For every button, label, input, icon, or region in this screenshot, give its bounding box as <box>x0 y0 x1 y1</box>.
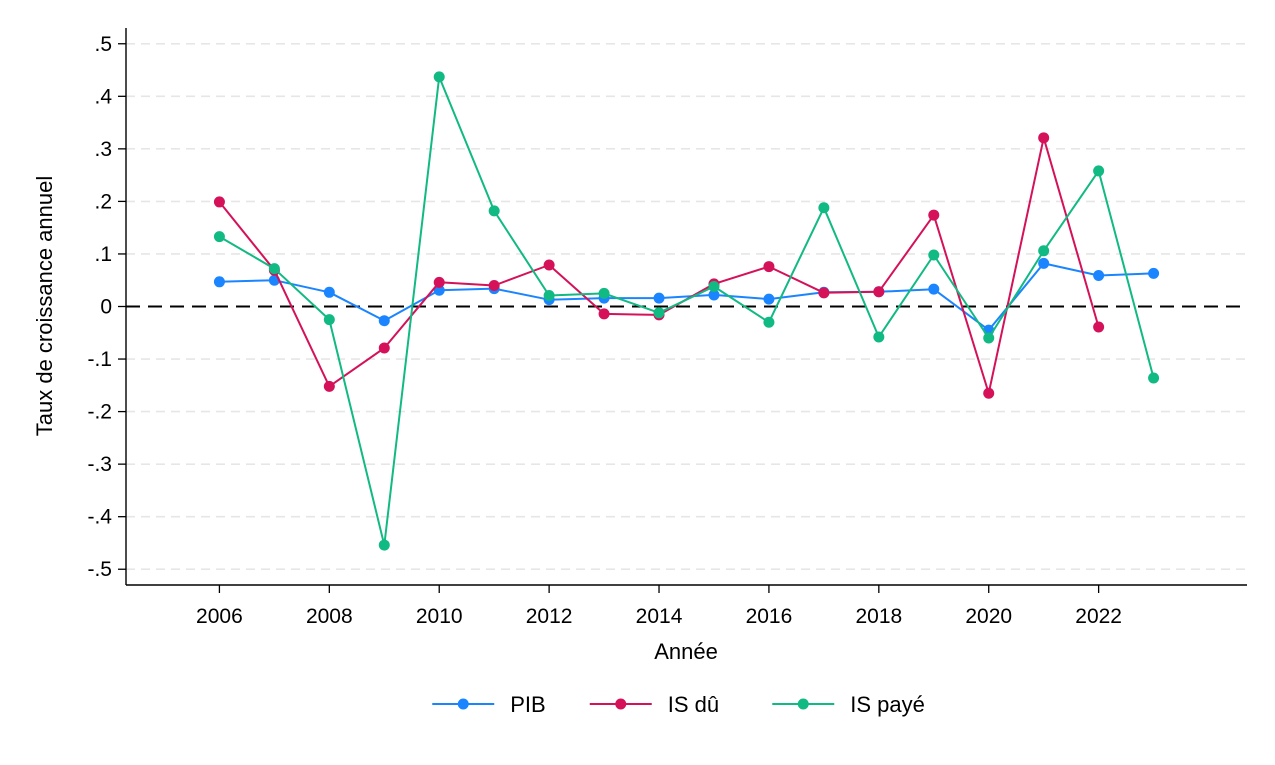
data-point-is-du <box>763 261 775 273</box>
data-point-is-paye <box>818 202 830 214</box>
data-point-is-du <box>873 286 885 298</box>
legend: PIB IS dû IS payé <box>432 692 925 717</box>
legend-label-pib: PIB <box>510 692 545 717</box>
series-line-pib <box>219 262 1154 332</box>
data-point-pib <box>653 292 665 304</box>
y-tick-label: .5 <box>94 33 112 56</box>
data-point-is-du <box>598 308 610 320</box>
data-point-pib <box>763 293 775 305</box>
y-tick-label: .1 <box>94 243 112 266</box>
data-point-is-paye <box>1038 245 1050 257</box>
data-point-is-paye <box>488 205 500 217</box>
y-axis-title: Taux de croissance annuel <box>32 176 57 437</box>
y-tick-label: -.1 <box>87 348 112 371</box>
data-point-is-paye <box>543 289 555 301</box>
data-point-pib <box>708 289 720 301</box>
x-tick-label: 2012 <box>526 605 573 628</box>
series-line-is-du <box>218 136 1100 395</box>
y-tick-label: .4 <box>94 85 112 108</box>
data-point-is-paye <box>1148 372 1160 384</box>
data-point-pib <box>323 286 335 298</box>
legend-marker-is-paye <box>797 698 809 710</box>
data-point-pib <box>928 283 940 295</box>
legend-marker-is-du <box>615 698 627 710</box>
data-point-is-du <box>818 287 830 299</box>
x-tick-label: 2006 <box>196 605 243 628</box>
data-point-is-du <box>213 196 225 208</box>
y-tick-label: -.3 <box>87 453 112 476</box>
x-tick-label: 2020 <box>965 605 1012 628</box>
y-tick-label: .2 <box>94 190 112 213</box>
data-point-is-du <box>1038 132 1050 144</box>
data-point-is-du <box>983 387 995 399</box>
data-point-is-du <box>928 209 940 221</box>
y-tick-label: -.2 <box>87 401 112 424</box>
data-point-is-du <box>433 276 445 288</box>
data-point-is-paye <box>873 331 885 343</box>
x-tick-label: 2018 <box>855 605 902 628</box>
y-tick-label: 0 <box>100 296 112 319</box>
y-tick-label: -.4 <box>87 506 112 529</box>
series-line-is-paye <box>218 75 1155 547</box>
data-point-pib <box>213 276 225 288</box>
data-point-pib <box>378 315 390 327</box>
data-point-is-paye <box>268 263 280 275</box>
data-point-is-paye <box>653 307 665 319</box>
data-point-pib <box>1093 269 1105 281</box>
data-point-is-du <box>323 380 335 392</box>
legend-marker-pib <box>457 698 469 710</box>
x-axis-title: Année <box>654 639 718 664</box>
legend-label-is-du: IS dû <box>668 692 719 717</box>
x-tick-label: 2010 <box>416 605 463 628</box>
series-lines <box>213 71 1160 551</box>
data-point-is-du <box>488 279 500 291</box>
data-point-pib <box>1038 257 1050 269</box>
data-point-is-paye <box>378 539 390 551</box>
x-tick-label: 2022 <box>1075 605 1122 628</box>
data-point-is-paye <box>598 287 610 299</box>
x-tick-label: 2016 <box>746 605 793 628</box>
gridlines <box>126 42 1247 571</box>
data-point-pib <box>433 284 445 296</box>
data-point-pib <box>1148 267 1160 279</box>
data-point-is-paye <box>323 314 335 326</box>
x-tick-label: 2014 <box>636 605 683 628</box>
data-point-is-paye <box>763 316 775 328</box>
data-point-is-paye <box>1093 165 1105 177</box>
data-point-is-paye <box>928 249 940 261</box>
y-tick-label: -.5 <box>87 558 112 581</box>
data-point-is-paye <box>708 281 720 293</box>
legend-label-is-paye: IS payé <box>850 692 925 717</box>
data-point-is-paye <box>983 332 995 344</box>
data-point-is-paye <box>213 231 225 243</box>
tick-labels: .5 .4 .3 .2 .1 0 -.1 -.2 -.3 -.4 -.5 2006 2008 2010 20… <box>87 33 1122 628</box>
data-point-is-du <box>543 259 555 271</box>
x-tick-label: 2008 <box>306 605 353 628</box>
data-point-is-du <box>1093 321 1105 333</box>
data-point-is-paye <box>433 71 445 83</box>
data-point-is-du <box>378 342 390 354</box>
y-tick-label: .3 <box>94 138 112 161</box>
